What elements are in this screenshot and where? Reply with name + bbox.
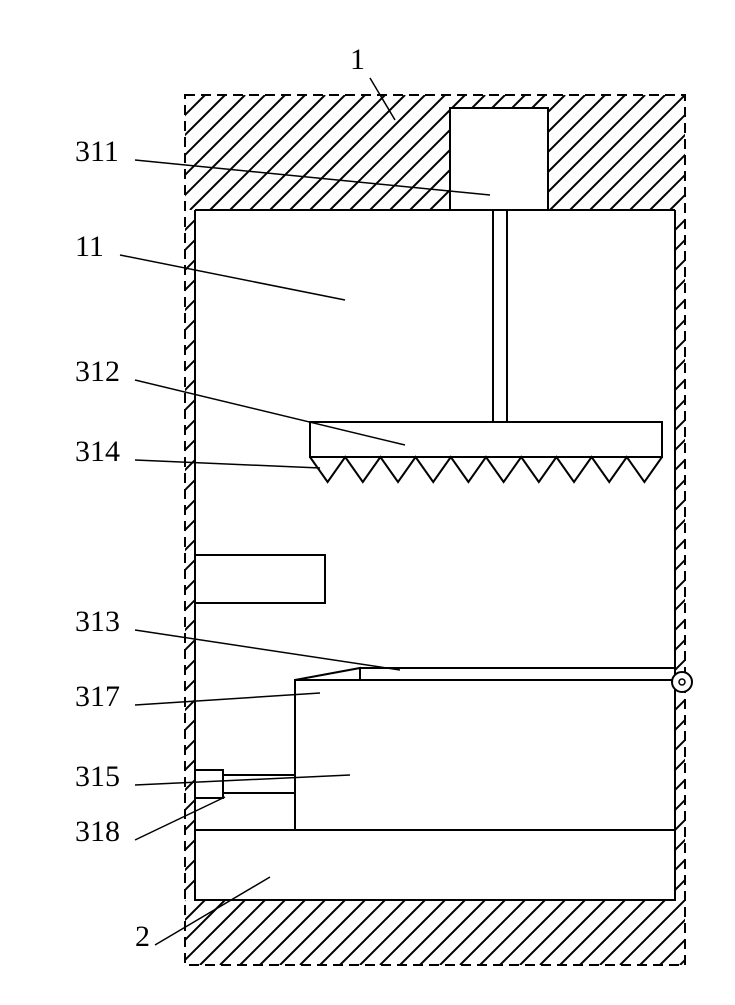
label-11: 11 [75,230,104,264]
label-1: 1 [350,43,365,77]
label-2: 2 [135,920,150,954]
label-312: 312 [75,355,120,389]
label-318: 318 [75,815,120,849]
label-313: 313 [75,605,120,639]
label-314: 314 [75,435,120,469]
label-311: 311 [75,135,119,169]
label-317: 317 [75,680,120,714]
label-315: 315 [75,760,120,794]
diagram-canvas: 1 311 11 312 314 313 317 315 318 2 [0,0,735,1000]
